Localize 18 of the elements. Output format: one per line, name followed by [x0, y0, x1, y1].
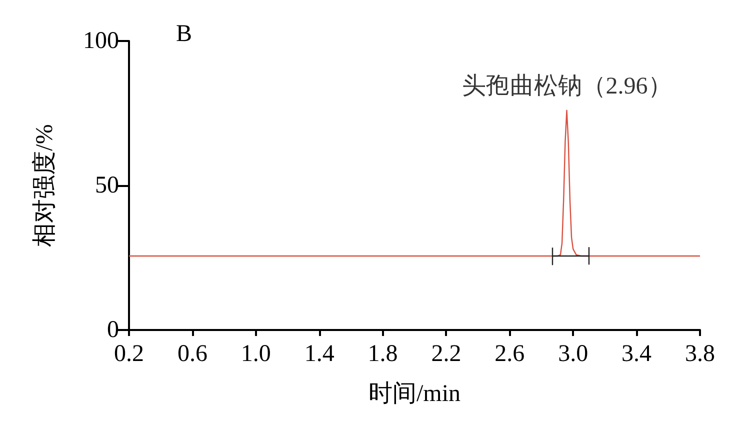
annotation: 头孢曲松钠（2.96） [462, 73, 672, 100]
x-tick-label: 0.2 [114, 341, 144, 367]
y-tick-label: 0 [107, 317, 119, 343]
y-tick-label: 100 [83, 28, 119, 54]
x-tick-label: 1.4 [304, 341, 334, 367]
x-tick-label: 3.4 [622, 341, 652, 367]
x-tick-label: 3.8 [685, 341, 715, 367]
x-tick-label: 0.6 [177, 341, 208, 367]
x-tick-label: 2.6 [494, 341, 525, 367]
line-series [128, 110, 701, 257]
x-axis-title: 时间/min [368, 381, 461, 407]
x-tick-label: 2.2 [431, 341, 462, 367]
x-tick-label: 3.0 [558, 341, 588, 367]
x-tick-label: 1.0 [240, 341, 271, 367]
y-tick-label: 50 [95, 172, 119, 198]
x-tick-label: 1.8 [368, 341, 398, 367]
annotation: B [176, 21, 192, 47]
y-axis-title: 相对强度/% [31, 124, 58, 247]
